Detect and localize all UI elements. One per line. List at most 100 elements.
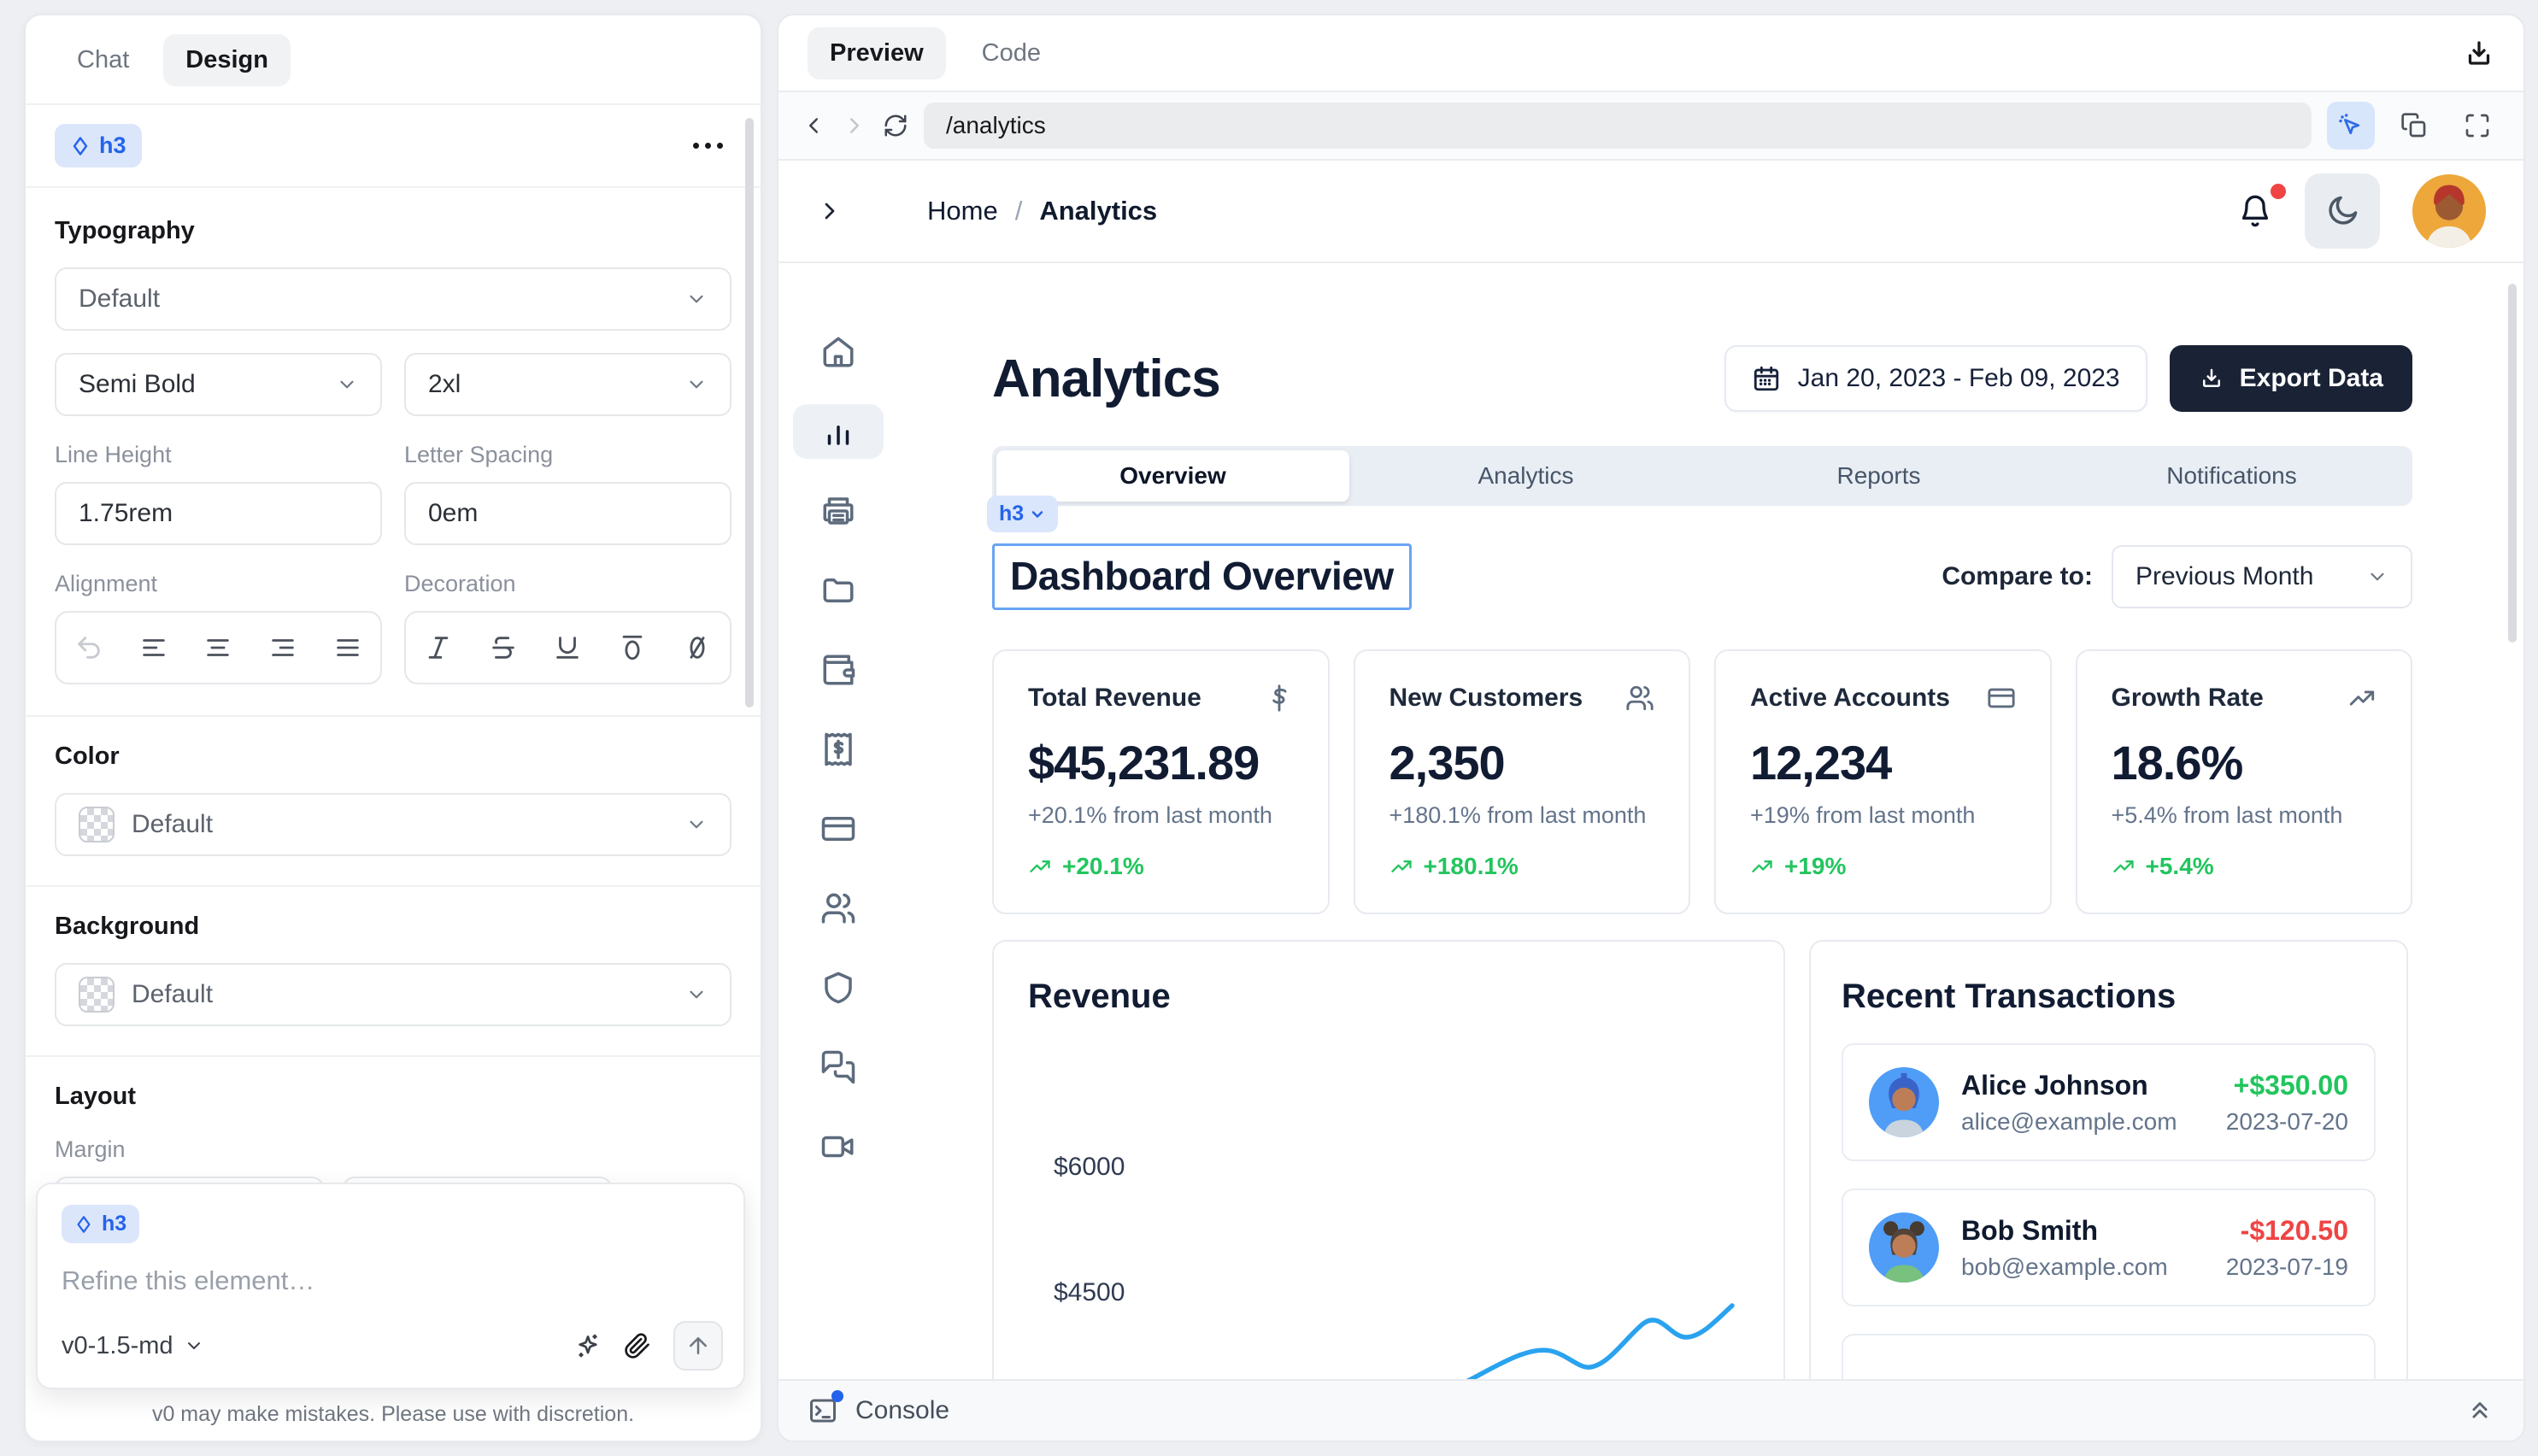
chevron-down-icon [690,295,703,303]
section-title-selected[interactable]: Dashboard Overview [992,543,1412,610]
trending-up-icon [1752,860,1772,872]
sidebar-item-video[interactable] [793,1119,884,1174]
trending-up-icon [1030,860,1050,872]
underline-icon[interactable] [553,633,582,662]
dollar-icon [1272,684,1286,712]
tab-design[interactable]: Design [163,34,291,86]
app-sidebar [778,263,898,1441]
url-input[interactable]: /analytics [924,103,2312,149]
sidebar-item-files[interactable] [793,563,884,618]
sidebar-item-users[interactable] [793,881,884,936]
avatar [1869,1067,1939,1137]
export-data-button[interactable]: Export Data [2169,345,2412,412]
tab-chat[interactable]: Chat [77,46,130,73]
align-center-icon[interactable] [203,633,232,662]
chevrons-up-icon[interactable] [2465,1396,2494,1425]
model-select[interactable]: v0-1.5-md [62,1332,204,1360]
sidebar-item-messages[interactable] [793,1040,884,1095]
breadcrumb-home[interactable]: Home [927,196,998,226]
line-height-input[interactable]: 1.75rem [55,482,382,545]
sidebar-item-receipts[interactable] [793,722,884,777]
sidebar-item-security[interactable] [793,960,884,1015]
no-decoration-icon[interactable] [683,633,712,662]
transaction-amount: -$120.50 [2240,1214,2348,1246]
sidebar-item-wallet[interactable] [793,643,884,697]
left-panel-scrollbar[interactable] [745,118,754,707]
tab-code[interactable]: Code [981,38,1041,67]
font-weight-select[interactable]: Semi Bold [55,353,382,416]
sidebar-toggle-icon[interactable] [816,197,843,225]
tab-reports[interactable]: Reports [1836,462,1921,489]
dashboard-tabs: Overview Analytics Reports Notifications [992,446,2412,506]
terminal-icon [808,1390,843,1426]
ellipsis-icon[interactable] [684,134,731,157]
background-select[interactable]: Default [55,963,731,1026]
preview-scrollbar[interactable] [2508,284,2517,643]
video-icon [821,1136,854,1158]
color-swatch [79,807,115,842]
notification-dot [2271,184,2286,199]
download-icon [2202,368,2220,387]
back-icon[interactable] [801,113,826,138]
bell-icon[interactable] [2238,184,2286,228]
design-panel-tabs: Chat Design [26,15,761,103]
sidebar-item-analytics[interactable] [793,404,884,459]
refine-input[interactable]: Refine this element… [62,1265,315,1295]
selected-element-badge[interactable]: h3 [55,124,142,167]
selection-tag[interactable]: h3 [987,496,1059,532]
user-avatar[interactable] [2412,174,2486,248]
refine-element-badge: h3 [62,1205,140,1243]
italic-icon[interactable] [424,633,453,662]
sidebar-item-home[interactable] [793,325,884,379]
transaction-row[interactable]: Bob Smith bob@example.com -$120.50 2023-… [1842,1189,2376,1306]
bar-chart-icon [827,426,849,445]
align-right-icon[interactable] [268,633,297,662]
console-label: Console [855,1396,950,1424]
tab-overview[interactable]: Overview [996,450,1349,502]
strikethrough-icon[interactable] [489,633,518,662]
wallet-icon [823,655,855,685]
overline-icon[interactable] [618,633,647,662]
credit-card-icon [821,817,855,841]
inspect-cursor-icon[interactable] [2327,102,2375,150]
align-justify-icon[interactable] [333,633,362,662]
sidebar-item-cards[interactable] [793,801,884,856]
font-family-select[interactable]: Default [55,267,731,331]
trending-up-icon [2112,860,2134,872]
letter-spacing-input[interactable]: 0em [404,482,731,545]
decoration-label: Decoration [404,571,516,596]
color-section-label: Color [55,743,120,770]
margin-label: Margin [55,1136,126,1162]
console-bar[interactable]: Console [778,1379,2523,1441]
compare-select[interactable]: Previous Month [2112,545,2412,608]
font-size-select[interactable]: 2xl [404,353,731,416]
disclaimer-text: v0 may make mistakes. Please use with di… [151,1402,635,1426]
fullscreen-icon[interactable] [2453,102,2501,150]
sidebar-item-invoices[interactable] [793,484,884,538]
chevron-down-icon [690,990,703,999]
copy-icon[interactable] [2390,102,2438,150]
background-swatch [79,977,115,1013]
arrow-up-icon [690,1337,707,1354]
transaction-row[interactable]: Alice Johnson alice@example.com +$350.00… [1842,1043,2376,1161]
tab-notifications[interactable]: Notifications [2166,462,2297,489]
align-left-icon[interactable] [139,633,168,662]
diamond-icon [73,136,88,156]
download-icon[interactable] [2464,38,2494,68]
submit-button[interactable] [673,1321,723,1371]
refresh-icon[interactable] [883,113,908,138]
sparkles-icon[interactable] [574,1332,602,1359]
tab-preview[interactable]: Preview [808,26,946,79]
forward-icon[interactable] [842,113,867,138]
trending-up-icon [2349,690,2375,706]
undo-icon[interactable] [74,633,103,662]
paperclip-icon[interactable] [624,1332,651,1359]
color-select[interactable]: Default [55,793,731,856]
breadcrumb-current: Analytics [1039,196,1158,226]
layout-section-label: Layout [55,1083,137,1110]
chevron-down-icon [690,820,703,829]
date-range-picker[interactable]: Jan 20, 2023 - Feb 09, 2023 [1724,345,2147,412]
dark-mode-toggle[interactable] [2305,173,2380,249]
stat-card-total-revenue: Total Revenue $45,231.89 +20.1% from las… [992,649,1330,914]
tab-analytics[interactable]: Analytics [1478,462,1574,489]
